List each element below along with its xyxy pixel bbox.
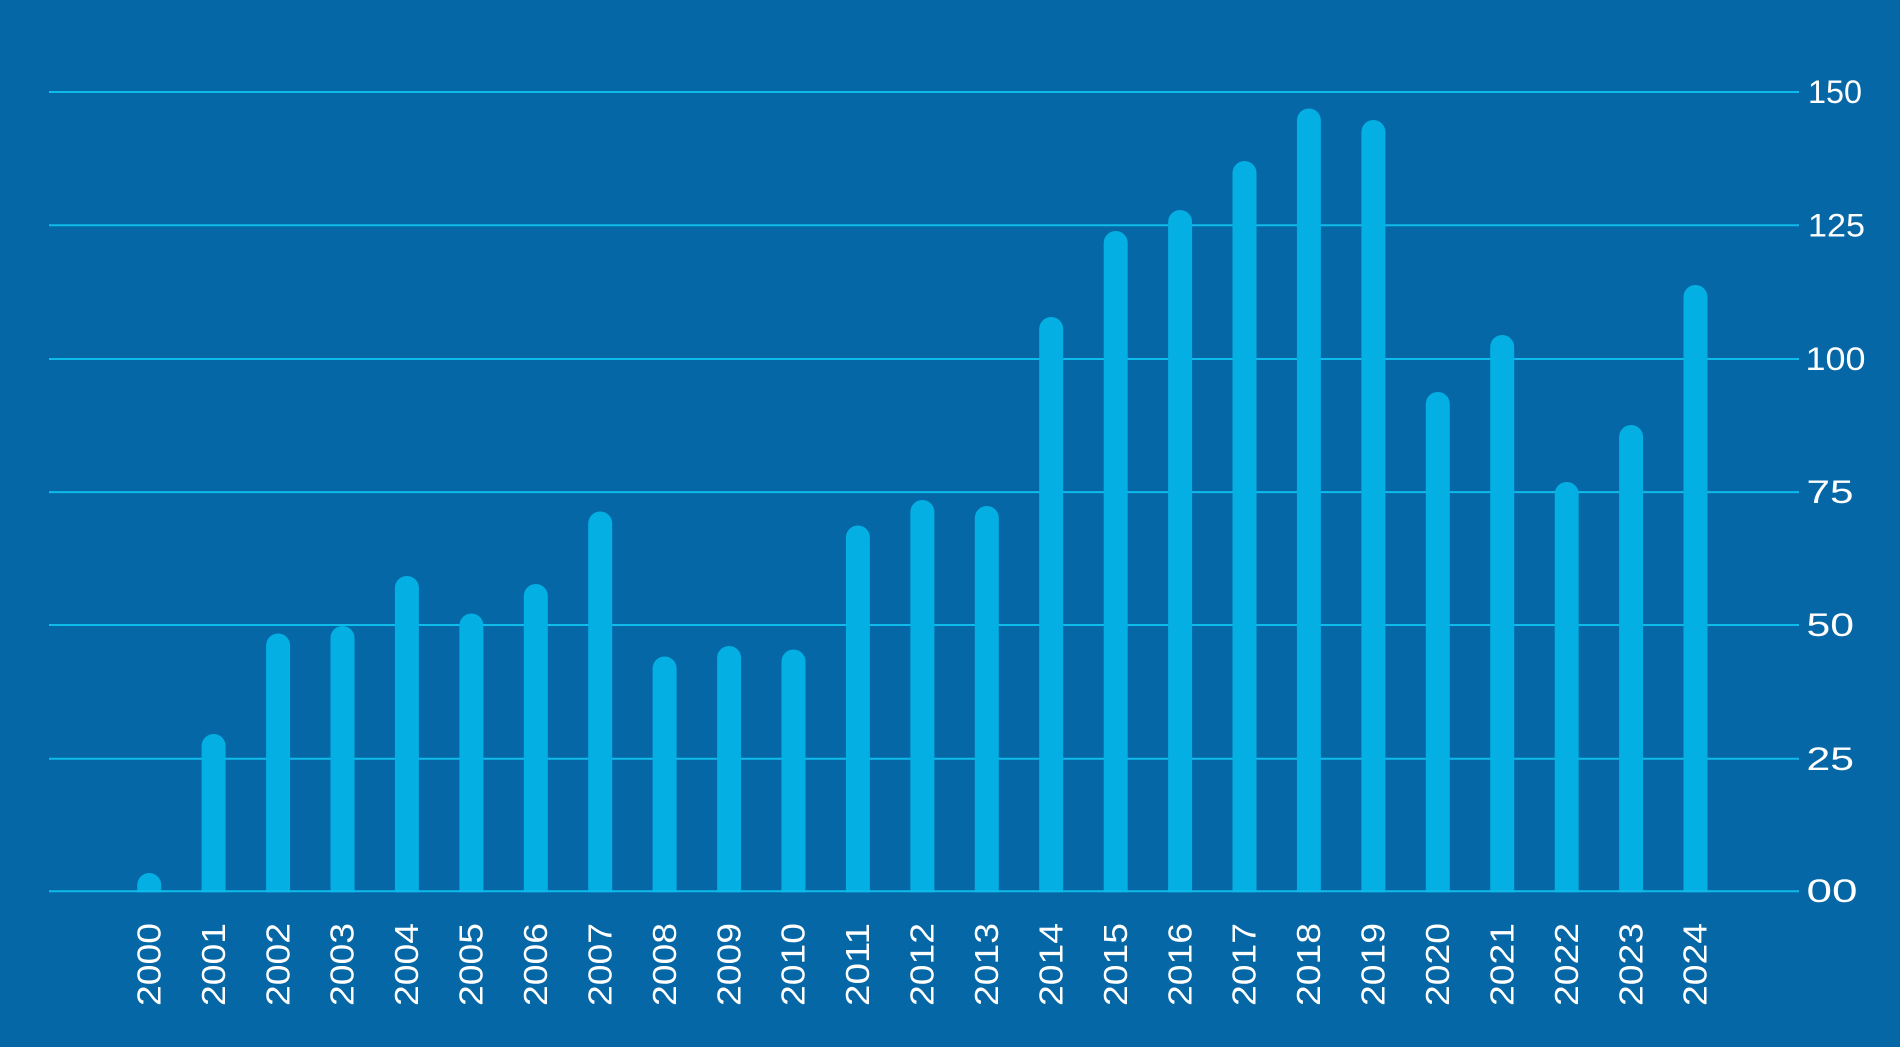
svg-text:2013: 2013 — [968, 923, 1005, 1006]
svg-text:100: 100 — [1806, 341, 1866, 377]
svg-text:2009: 2009 — [710, 923, 747, 1006]
svg-text:2016: 2016 — [1161, 923, 1198, 1006]
svg-text:2023: 2023 — [1612, 923, 1649, 1006]
svg-text:2024: 2024 — [1677, 923, 1714, 1006]
svg-text:75: 75 — [1807, 474, 1854, 510]
svg-text:2007: 2007 — [581, 923, 618, 1006]
svg-text:2018: 2018 — [1290, 923, 1327, 1006]
svg-text:2003: 2003 — [324, 923, 361, 1006]
svg-text:25: 25 — [1807, 741, 1855, 777]
svg-text:2021: 2021 — [1483, 923, 1520, 1006]
svg-text:00: 00 — [1807, 873, 1858, 909]
svg-text:2012: 2012 — [904, 923, 941, 1006]
svg-text:2010: 2010 — [775, 923, 812, 1006]
svg-text:2011: 2011 — [839, 923, 876, 1006]
svg-text:2014: 2014 — [1032, 923, 1069, 1006]
svg-text:2006: 2006 — [517, 923, 554, 1006]
svg-text:2020: 2020 — [1419, 923, 1456, 1006]
svg-text:2015: 2015 — [1097, 923, 1134, 1006]
svg-text:2004: 2004 — [388, 923, 425, 1006]
svg-text:2005: 2005 — [453, 923, 490, 1006]
svg-text:2019: 2019 — [1355, 923, 1392, 1006]
svg-text:125: 125 — [1808, 207, 1865, 243]
svg-text:2002: 2002 — [259, 923, 296, 1006]
svg-text:2022: 2022 — [1548, 923, 1585, 1006]
svg-text:150: 150 — [1808, 74, 1862, 110]
svg-text:2008: 2008 — [646, 923, 683, 1006]
svg-text:2017: 2017 — [1226, 923, 1263, 1006]
svg-text:2001: 2001 — [195, 923, 232, 1006]
svg-text:50: 50 — [1807, 607, 1855, 643]
svg-text:2000: 2000 — [130, 923, 167, 1006]
